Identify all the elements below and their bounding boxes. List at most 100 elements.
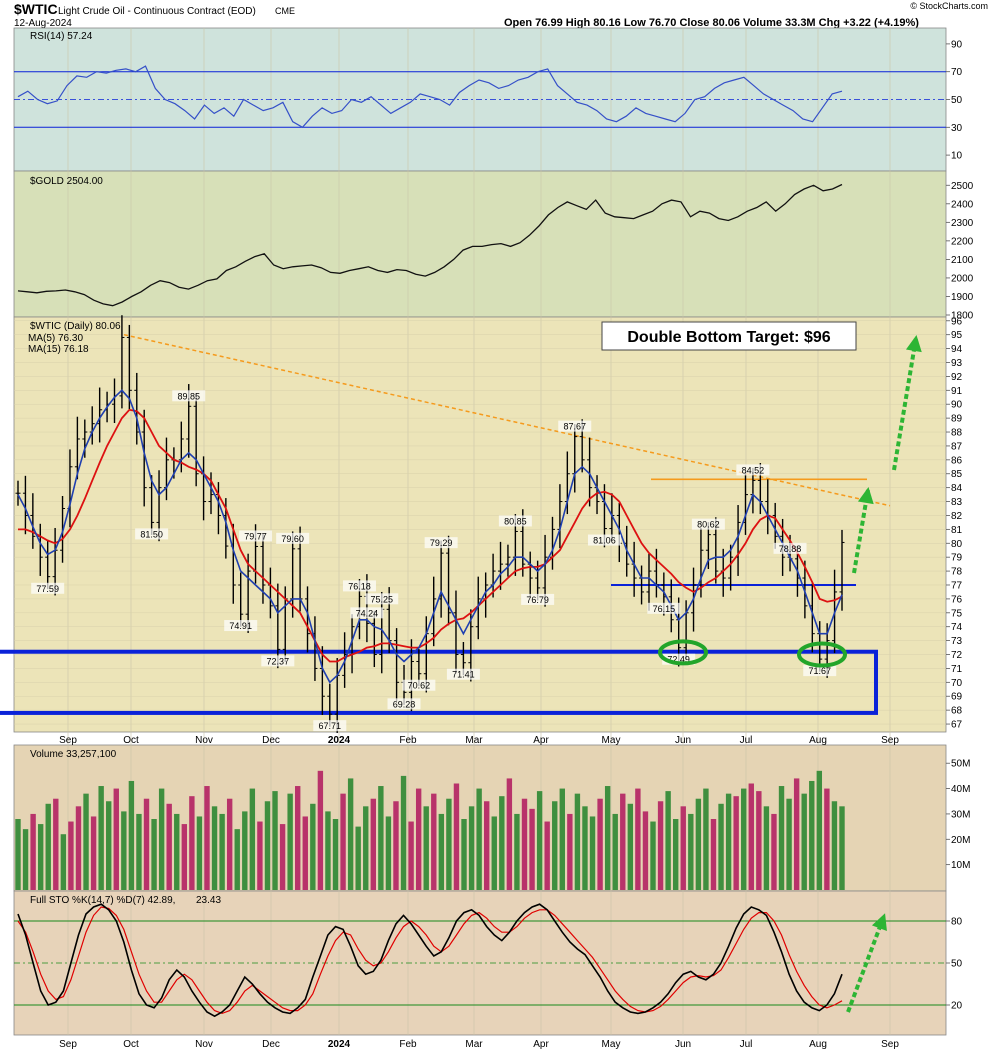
gold-panel	[13, 170, 947, 318]
volume-bar	[37, 824, 44, 890]
price-label: 80.62	[697, 520, 720, 530]
y-tick-label: 20M	[951, 835, 970, 846]
rsi-series	[14, 65, 946, 129]
price-label-bg	[558, 420, 592, 432]
price-label: 71.67	[808, 666, 831, 676]
price-label-bg	[276, 532, 310, 544]
volume-bar	[393, 801, 399, 890]
y-tick-label: 88	[951, 428, 963, 439]
volume-bar	[242, 811, 248, 890]
y-tick-label: 76	[951, 594, 963, 605]
price-label-bg	[424, 537, 458, 549]
price-label: 79.60	[281, 534, 304, 544]
volume-bar	[90, 816, 97, 890]
volume-bar	[620, 793, 626, 890]
volume-bar	[45, 803, 51, 890]
watermark-box	[938, 4, 990, 32]
target-arrow-head	[905, 335, 922, 353]
volume-bar	[725, 793, 732, 890]
price-label: 89.85	[177, 391, 200, 401]
chart-quote: Open 76.99 High 80.16 Low 76.70 Close 80…	[504, 17, 919, 29]
volume-bar	[181, 824, 188, 890]
month-label: Sep	[881, 1039, 899, 1050]
volume-bar	[559, 788, 565, 890]
volume-bar	[657, 801, 664, 890]
volume-bar	[143, 798, 150, 890]
volume-bar	[279, 824, 286, 890]
volume-bar	[121, 811, 127, 890]
sto-k-line	[17, 903, 843, 1018]
volume-bar	[295, 786, 301, 890]
volume-bar	[635, 788, 641, 890]
price-label-bg	[773, 542, 807, 554]
y-tick-label: 72	[951, 650, 963, 661]
volume-bar	[484, 801, 490, 890]
volume-bar	[793, 778, 800, 890]
volume-bar	[408, 821, 414, 890]
breakout-arrow-head	[857, 487, 874, 505]
volume-bar	[627, 803, 634, 890]
volume-bar	[756, 791, 762, 890]
month-label: Sep	[881, 735, 899, 746]
volume-bar	[597, 798, 603, 890]
volume-bar	[325, 811, 331, 890]
month-label: May	[602, 1039, 621, 1050]
volume-bar	[75, 806, 82, 890]
y-tick-label: 2500	[951, 181, 974, 192]
x-axis-months: Sep Sep Oct Oct Nov Nov Dec Dec 2024 2024 Feb Feb Ma…	[59, 735, 899, 1050]
price-label: 81.06	[593, 536, 616, 546]
volume-bar	[204, 786, 210, 890]
wtic-label: $WTIC (Daily) 80.06	[30, 321, 121, 332]
price-label-bg	[365, 593, 399, 605]
price-label-bg	[587, 534, 621, 546]
price-label-bg	[313, 720, 347, 732]
price-label: 81.50	[140, 529, 163, 539]
double-bottom-ellipse	[658, 639, 708, 666]
volume-bar	[302, 816, 308, 890]
ma5-line	[17, 389, 843, 684]
volume-bar	[211, 806, 218, 890]
price-label-bg	[803, 665, 837, 677]
y-tick-label: 77	[951, 580, 963, 591]
y-tick-label: 71	[951, 664, 963, 675]
y-tick-label: 87	[951, 441, 963, 452]
volume-bar	[264, 801, 271, 890]
month-label: Jun	[675, 1039, 691, 1050]
y-tick-label: 1800	[951, 311, 974, 322]
volume-bar	[400, 775, 407, 890]
volume-bar	[567, 813, 573, 890]
volume-bar	[642, 811, 649, 890]
volume-bar	[370, 798, 376, 890]
price-label-bg	[446, 668, 480, 680]
y-tick-label: 10	[951, 151, 963, 162]
y-tick-label: 10M	[951, 860, 970, 871]
volume-bar	[831, 801, 838, 890]
sto-label: Full STO %K(14,7) %D(7) 42.89,	[30, 895, 175, 906]
y-tick-label: 81	[951, 525, 963, 536]
volume-bar	[506, 778, 513, 890]
volume-bar	[189, 796, 195, 890]
price-label: 87.67	[563, 422, 586, 432]
price-label-bg	[172, 390, 206, 402]
price-label-bg	[261, 655, 295, 667]
volume-bar	[347, 778, 354, 890]
double-bottom-ellipse	[797, 641, 847, 668]
volume-bar	[824, 788, 830, 890]
price-panel	[13, 316, 947, 733]
sto-d-line	[17, 906, 843, 1015]
y-tick-label: 30M	[951, 809, 970, 820]
volume-bars	[15, 770, 845, 890]
volume-bar	[355, 826, 361, 890]
price-label-bg	[647, 602, 681, 614]
price-label: 75.25	[370, 594, 393, 604]
chart-symbol: $WTIC	[14, 1, 58, 17]
y-tick-label: 75	[951, 608, 963, 619]
volume-bar	[385, 816, 392, 890]
y-axis-ticks: 90 70 50 30 10 2500 2400 2300 2200 2100 2000 1900 18…	[946, 39, 974, 1012]
volume-bar	[363, 806, 369, 890]
volume-bar	[234, 829, 240, 890]
price-label: 72.37	[267, 656, 290, 666]
price-label: 72.49	[667, 655, 690, 665]
volume-bar	[665, 791, 671, 890]
sto-series	[14, 903, 946, 1018]
